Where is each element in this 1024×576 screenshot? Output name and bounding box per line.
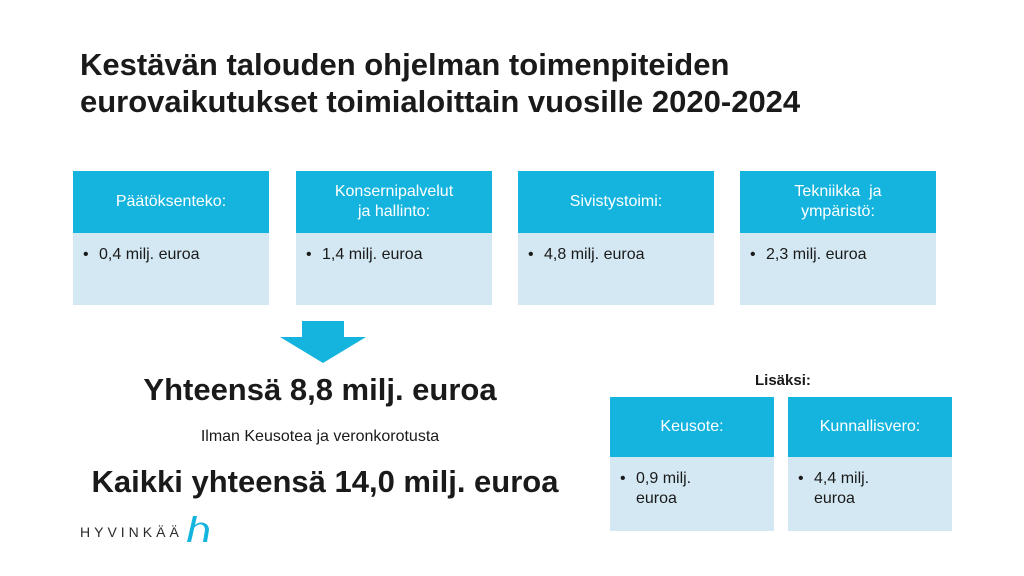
bullet-dot-icon: •: [620, 470, 626, 487]
bullet-item: • 4,8 milj. euroa: [528, 245, 704, 265]
slide-title-line-2: eurovaikutukset toimialoittain vuosille …: [80, 84, 801, 119]
card-body: • 4,4 milj. euroa: [788, 457, 952, 509]
down-arrow-icon: [280, 321, 366, 363]
bullet-dot-icon: •: [306, 246, 312, 263]
card-title-line-1: Konsernipalvelut: [334, 183, 454, 200]
card-body: • 0,9 milj. euroa: [610, 457, 774, 509]
hyvinkaa-logo: HYVINKÄÄ: [80, 514, 215, 544]
card-paatoksenteko: Päätöksenteko: • 0,4 milj. euroa: [73, 171, 269, 305]
card-kunnallisvero: Kunnallisvero: • 4,4 milj. euroa: [788, 397, 952, 531]
card-title-line-2: ja hallinto:: [357, 203, 431, 220]
card-keusote: Keusote: • 0,9 milj. euroa: [610, 397, 774, 531]
card-konsernipalvelut: Konsernipalvelut ja hallinto: • 1,4 milj…: [296, 171, 492, 305]
bullet-dot-icon: •: [528, 246, 534, 263]
card-title: Päätöksenteko:: [115, 193, 227, 210]
card-value: 0,4 milj. euroa: [99, 246, 200, 263]
card-title: Kunnallisvero:: [819, 418, 921, 435]
bullet-dot-icon: •: [798, 470, 804, 487]
card-body: • 2,3 milj. euroa: [740, 233, 936, 265]
card-header: Päätöksenteko:: [73, 171, 269, 233]
card-tekniikka-ja-ymparisto: Tekniikka ja ympäristö: • 2,3 milj. euro…: [740, 171, 936, 305]
card-body: • 0,4 milj. euroa: [73, 233, 269, 265]
card-header: Tekniikka ja ympäristö:: [740, 171, 936, 233]
card-sivistystoimi: Sivistystoimi: • 4,8 milj. euroa: [518, 171, 714, 305]
logo-text: HYVINKÄÄ: [80, 524, 183, 540]
bullet-dot-icon: •: [750, 246, 756, 263]
card-header: Konsernipalvelut ja hallinto:: [296, 171, 492, 233]
card-value: 1,4 milj. euroa: [322, 246, 423, 263]
bullet-item: • 4,4 milj. euroa: [798, 469, 942, 509]
card-value-line-2: euroa: [636, 490, 677, 507]
card-header: Kunnallisvero:: [788, 397, 952, 457]
total-note: Ilman Keusotea ja veronkorotusta: [200, 428, 440, 445]
total-amount: Yhteensä 8,8 milj. euroa: [143, 372, 497, 407]
bullet-item: • 0,9 milj. euroa: [620, 469, 764, 509]
bullet-dot-icon: •: [83, 246, 89, 263]
card-value: 2,3 milj. euroa: [766, 246, 867, 263]
card-title: Keusote:: [660, 418, 724, 435]
card-value-line-1: 4,4 milj.: [814, 470, 870, 487]
grand-total-amount: Kaikki yhteensä 14,0 milj. euroa: [91, 464, 559, 499]
card-title-line-1: Tekniikka ja: [794, 183, 882, 200]
card-value-line-2: euroa: [814, 490, 855, 507]
hyvinkaa-logo-mark-icon: [186, 516, 209, 542]
card-title: Sivistystoimi:: [569, 193, 663, 210]
slide-title-line-1: Kestävän talouden ohjelman toimenpiteide…: [80, 47, 730, 82]
bullet-item: • 1,4 milj. euroa: [306, 245, 482, 265]
card-value: 4,8 milj. euroa: [544, 246, 645, 263]
extra-label: Lisäksi:: [755, 372, 811, 389]
card-header: Sivistystoimi:: [518, 171, 714, 233]
slide-title: Kestävän talouden ohjelman toimenpiteide…: [80, 46, 980, 120]
card-body: • 1,4 milj. euroa: [296, 233, 492, 265]
card-value-line-1: 0,9 milj.: [636, 470, 692, 487]
card-title-line-2: ympäristö:: [801, 203, 875, 220]
card-header: Keusote:: [610, 397, 774, 457]
card-body: • 4,8 milj. euroa: [518, 233, 714, 265]
bullet-item: • 0,4 milj. euroa: [83, 245, 259, 265]
bullet-item: • 2,3 milj. euroa: [750, 245, 926, 265]
